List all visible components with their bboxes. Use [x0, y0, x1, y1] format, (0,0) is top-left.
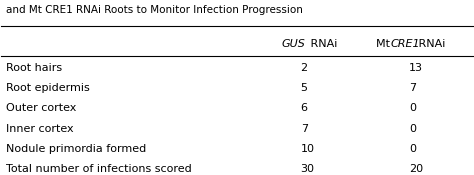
Text: 7: 7	[301, 124, 308, 134]
Text: Nodule primordia formed: Nodule primordia formed	[6, 144, 146, 154]
Text: 10: 10	[301, 144, 315, 154]
Text: GUS: GUS	[282, 39, 306, 50]
Text: 20: 20	[409, 164, 423, 174]
Text: Root epidermis: Root epidermis	[6, 83, 90, 93]
Text: and Mt CRE1 RNAi Roots to Monitor Infection Progression: and Mt CRE1 RNAi Roots to Monitor Infect…	[6, 5, 303, 15]
Text: Outer cortex: Outer cortex	[6, 103, 76, 113]
Text: 5: 5	[301, 83, 308, 93]
Text: Root hairs: Root hairs	[6, 63, 62, 73]
Text: CRE1: CRE1	[390, 39, 420, 50]
Text: 6: 6	[301, 103, 308, 113]
Text: Mt: Mt	[376, 39, 393, 50]
Text: 0: 0	[409, 124, 416, 134]
Text: 2: 2	[301, 63, 308, 73]
Text: Inner cortex: Inner cortex	[6, 124, 74, 134]
Text: RNAi: RNAi	[307, 39, 337, 50]
Text: RNAi: RNAi	[415, 39, 446, 50]
Text: 30: 30	[301, 164, 315, 174]
Text: 7: 7	[409, 83, 416, 93]
Text: 13: 13	[409, 63, 423, 73]
Text: 0: 0	[409, 144, 416, 154]
Text: 0: 0	[409, 103, 416, 113]
Text: Total number of infections scored: Total number of infections scored	[6, 164, 192, 174]
